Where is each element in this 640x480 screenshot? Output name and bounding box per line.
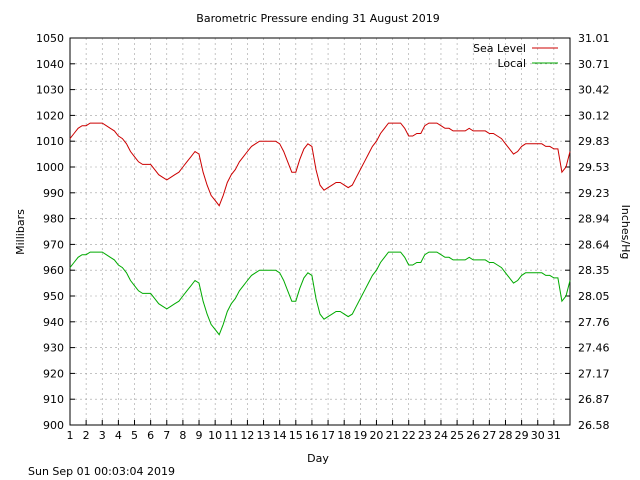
x-tick-label: 1 bbox=[67, 429, 74, 442]
legend-label: Local bbox=[497, 57, 526, 70]
x-tick-label: 6 bbox=[147, 429, 154, 442]
y2-tick-label: 30.12 bbox=[578, 109, 610, 122]
x-tick-label: 21 bbox=[386, 429, 400, 442]
y2-tick-label: 28.05 bbox=[578, 290, 610, 303]
x-tick-label: 2 bbox=[83, 429, 90, 442]
y2-tick-label: 26.58 bbox=[578, 419, 610, 432]
x-tick-label: 28 bbox=[498, 429, 512, 442]
y2-tick-label: 28.64 bbox=[578, 238, 610, 251]
y2-tick-label: 27.76 bbox=[578, 316, 610, 329]
y2-tick-label: 27.17 bbox=[578, 367, 610, 380]
y-tick-label: 930 bbox=[43, 342, 64, 355]
x-tick-label: 27 bbox=[482, 429, 496, 442]
x-tick-label: 14 bbox=[273, 429, 287, 442]
right-axis-ticks: 26.58 26.87 27.17 27.46 27.76 28.05 28.35 28.64… bbox=[565, 32, 610, 432]
y-tick-label: 1050 bbox=[36, 32, 64, 45]
y-tick-label: 950 bbox=[43, 290, 64, 303]
left-axis-ticks: 900 910 920 930 940 950 960 970 980 990 1000 1010 10… bbox=[36, 32, 75, 432]
series-lines bbox=[69, 122, 571, 336]
x-axis-label: Day bbox=[307, 452, 329, 465]
y2-tick-label: 30.71 bbox=[578, 58, 610, 71]
x-tick-label: 11 bbox=[224, 429, 238, 442]
y-tick-label: 980 bbox=[43, 213, 64, 226]
x-tick-label: 15 bbox=[289, 429, 303, 442]
x-tick-label: 20 bbox=[369, 429, 383, 442]
x-axis-ticks: 1 2 3 4 5 6 7 8 9 10 11 12 13 14 15 16 17 18 19 20 21 22 23 24 2… bbox=[67, 420, 561, 442]
legend: Sea Level Local bbox=[473, 42, 558, 70]
x-tick-label: 18 bbox=[337, 429, 351, 442]
x-tick-label: 25 bbox=[450, 429, 464, 442]
x-tick-label: 29 bbox=[515, 429, 529, 442]
x-tick-label: 23 bbox=[418, 429, 432, 442]
x-tick-label: 31 bbox=[547, 429, 561, 442]
y-tick-label: 1020 bbox=[36, 109, 64, 122]
x-tick-label: 13 bbox=[257, 429, 271, 442]
y2-tick-label: 26.87 bbox=[578, 393, 610, 406]
footer-timestamp: Sun Sep 01 00:03:04 2019 bbox=[28, 465, 176, 478]
y-tick-label: 1000 bbox=[36, 161, 64, 174]
y-tick-label: 920 bbox=[43, 367, 64, 380]
plot-frame bbox=[69, 37, 571, 426]
y-tick-label: 900 bbox=[43, 419, 64, 432]
y-axis-label: Millibars bbox=[14, 209, 27, 255]
y-tick-label: 970 bbox=[43, 238, 64, 251]
series-line-local bbox=[69, 251, 571, 336]
y2-tick-label: 29.83 bbox=[578, 135, 610, 148]
y2-tick-label: 27.46 bbox=[578, 342, 610, 355]
y-tick-label: 1040 bbox=[36, 58, 64, 71]
x-tick-label: 3 bbox=[99, 429, 106, 442]
x-tick-label: 4 bbox=[115, 429, 122, 442]
x-tick-label: 9 bbox=[196, 429, 203, 442]
y2-tick-label: 29.53 bbox=[578, 161, 610, 174]
x-tick-label: 7 bbox=[163, 429, 170, 442]
y2-tick-label: 28.94 bbox=[578, 213, 610, 226]
x-tick-label: 17 bbox=[321, 429, 335, 442]
y2-tick-label: 29.23 bbox=[578, 187, 610, 200]
legend-label: Sea Level bbox=[473, 42, 526, 55]
y-tick-label: 990 bbox=[43, 187, 64, 200]
y-tick-label: 910 bbox=[43, 393, 64, 406]
chart-title: Barometric Pressure ending 31 August 201… bbox=[196, 12, 439, 25]
x-tick-label: 19 bbox=[353, 429, 367, 442]
x-tick-label: 26 bbox=[466, 429, 480, 442]
grid bbox=[69, 37, 570, 426]
y-tick-label: 1030 bbox=[36, 84, 64, 97]
x-tick-label: 10 bbox=[208, 429, 222, 442]
x-tick-label: 22 bbox=[402, 429, 416, 442]
y-tick-label: 1010 bbox=[36, 135, 64, 148]
y2-axis-label: Inches/Hg bbox=[619, 205, 632, 260]
x-tick-label: 16 bbox=[305, 429, 319, 442]
x-tick-label: 8 bbox=[179, 429, 186, 442]
y-tick-label: 960 bbox=[43, 264, 64, 277]
x-tick-label: 24 bbox=[434, 429, 448, 442]
y2-tick-label: 31.01 bbox=[578, 32, 610, 45]
y2-tick-label: 28.35 bbox=[578, 264, 610, 277]
series-line-sea-level bbox=[69, 122, 571, 207]
x-tick-label: 12 bbox=[240, 429, 254, 442]
y-tick-label: 940 bbox=[43, 316, 64, 329]
y2-tick-label: 30.42 bbox=[578, 84, 610, 97]
x-tick-label: 5 bbox=[131, 429, 138, 442]
x-tick-label: 30 bbox=[531, 429, 545, 442]
